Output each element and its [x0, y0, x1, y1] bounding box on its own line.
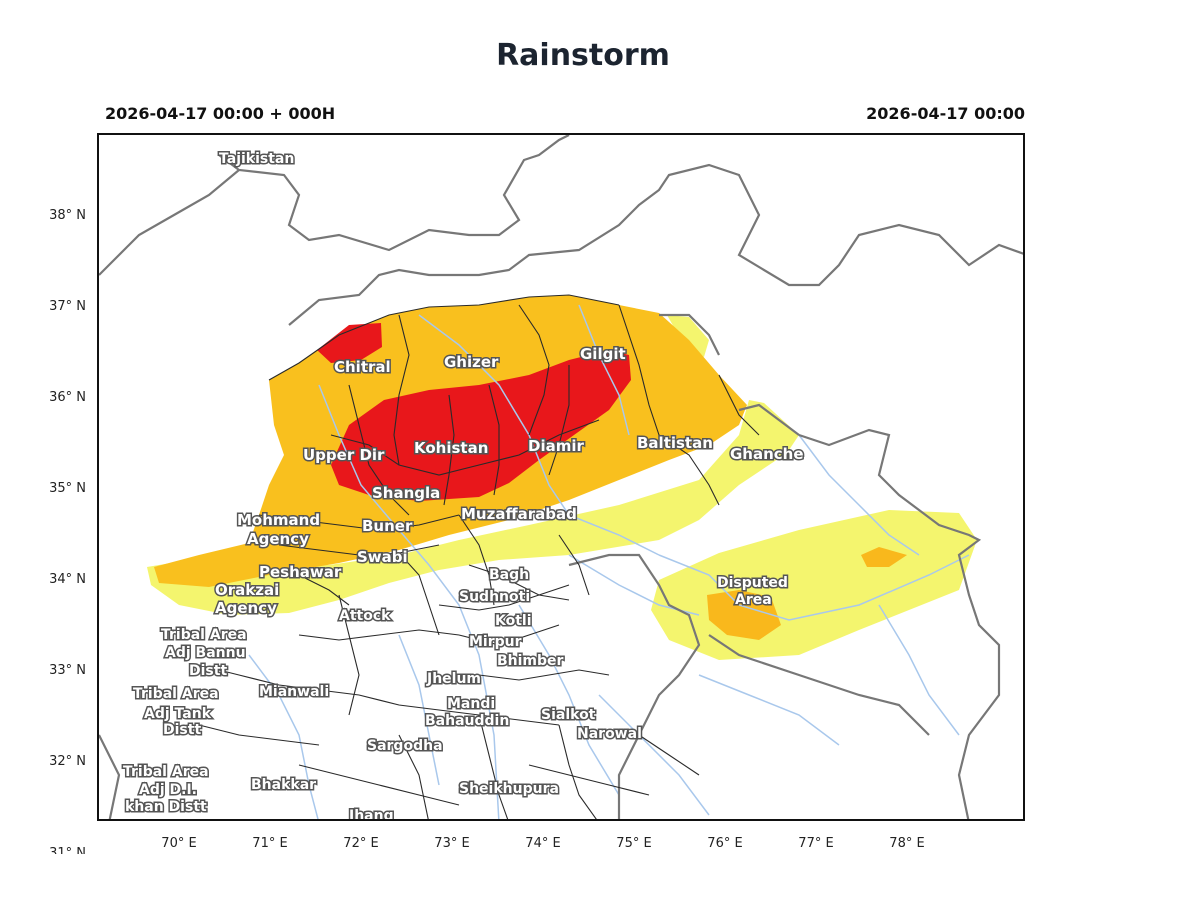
label-mohmand: Mohmand [237, 511, 320, 529]
label-distt-2: Distt [163, 722, 201, 738]
label-buner: Buner [362, 517, 413, 535]
label-sheikhupura: Sheikhupura [459, 781, 559, 797]
label-adj-di: Adj D.I. [139, 782, 197, 798]
zone-severe-chitral [317, 323, 382, 363]
lon-label-74: 74° E [525, 836, 561, 851]
label-disputed: Disputed [717, 575, 788, 591]
label-narowal: Narowal [577, 726, 642, 742]
valid-time-label: 2026-04-17 00:00 [866, 104, 1025, 123]
label-swabi: Swabi [357, 548, 408, 566]
label-mandi: Mandi [447, 696, 495, 712]
lat-label-31-clip: 31° N [0, 846, 97, 854]
lat-label-33: 33° N [49, 663, 86, 678]
label-kohistan: Kohistan [414, 439, 488, 457]
lat-label-35: 35° N [49, 481, 86, 496]
lon-label-76: 76° E [707, 836, 743, 851]
lat-label-38: 38° N [49, 208, 86, 223]
label-attock: Attock [339, 608, 391, 624]
label-mirpur: Mirpur [469, 634, 522, 650]
map-canvas: Tajikistan Chitral Ghizer Gilgit Upper D… [99, 135, 1023, 821]
label-sialkot: Sialkot [541, 707, 596, 723]
label-upper-dir: Upper Dir [303, 446, 385, 464]
label-sargodha: Sargodha [367, 738, 443, 754]
label-area: Area [735, 592, 772, 608]
warning-zones [147, 295, 977, 660]
label-tribal-area-2: Tribal Area [133, 686, 219, 702]
label-agency-1: Agency [247, 530, 309, 548]
lon-label-78: 78° E [889, 836, 925, 851]
zone-severe-main [331, 350, 631, 501]
lon-label-70: 70° E [161, 836, 197, 851]
zone-high-disputed [707, 590, 781, 640]
map-title: Rainstorm [496, 38, 670, 73]
zone-high-east [861, 547, 907, 567]
label-adj-tank: Adj Tank [144, 706, 212, 722]
district-boundaries [198, 294, 760, 819]
map-panel[interactable]: Tajikistan Chitral Ghizer Gilgit Upper D… [97, 133, 1025, 821]
lat-label-36: 36° N [49, 390, 86, 405]
label-peshawar: Peshawar [259, 563, 342, 581]
label-bagh: Bagh [489, 567, 529, 583]
country-borders [99, 135, 1023, 819]
region-labels: Tajikistan Chitral Ghizer Gilgit Upper D… [122, 150, 806, 821]
zone-medium-disputed [651, 510, 977, 660]
label-tribal-area-3: Tribal Area [123, 764, 209, 780]
label-ghizer: Ghizer [444, 353, 499, 371]
label-kotli: Kotli [495, 613, 532, 629]
lat-label-31: 31° N [49, 846, 86, 854]
label-distt-1: Distt [189, 663, 227, 679]
lat-label-37: 37° N [49, 299, 86, 314]
label-adj-bannu: Adj Bannu [165, 645, 246, 661]
label-shangla: Shangla [372, 484, 440, 502]
lon-label-71: 71° E [252, 836, 288, 851]
label-baltistan: Baltistan [637, 434, 713, 452]
label-sudhnoti: Sudhnoti [459, 589, 530, 605]
label-bahauddin: Bahauddin [425, 713, 509, 729]
lat-label-34: 34° N [49, 572, 86, 587]
zone-medium-north [147, 400, 799, 615]
lon-label-72: 72° E [343, 836, 379, 851]
zone-medium-ne [667, 315, 709, 357]
label-orakzai: Orakzai [215, 581, 279, 599]
label-khan-distt: khan Distt [125, 799, 207, 815]
lat-label-32: 32° N [49, 754, 86, 769]
label-bhimber: Bhimber [497, 653, 564, 669]
label-chitral: Chitral [334, 358, 391, 376]
label-gilgit: Gilgit [580, 345, 626, 363]
lon-label-77: 77° E [798, 836, 834, 851]
label-mianwali: Mianwali [259, 684, 329, 700]
forecast-time-label: 2026-04-17 00:00 + 000H [105, 104, 336, 123]
label-agency-2: Agency [215, 599, 277, 617]
label-tribal-area-1: Tribal Area [161, 627, 247, 643]
label-muzaffarabad: Muzaffarabad [461, 505, 577, 523]
label-tajikistan: Tajikistan [219, 151, 294, 167]
label-jhelum: Jhelum [426, 671, 481, 687]
label-jhang: Jhang [348, 808, 394, 821]
label-diamir: Diamir [528, 437, 584, 455]
lon-label-73: 73° E [434, 836, 470, 851]
label-bhakkar: Bhakkar [251, 777, 316, 793]
label-ghanche: Ghanche [730, 445, 804, 463]
lon-label-75: 75° E [616, 836, 652, 851]
